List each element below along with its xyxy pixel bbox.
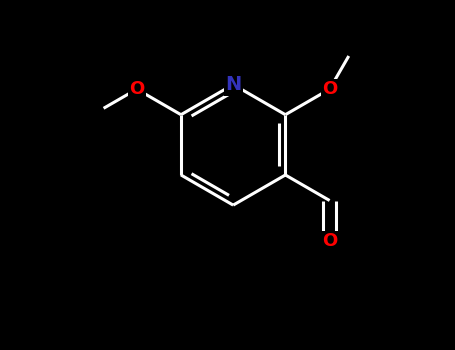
Text: O: O (322, 232, 337, 250)
Text: N: N (225, 75, 241, 94)
Text: O: O (129, 80, 144, 98)
Text: O: O (322, 80, 337, 98)
